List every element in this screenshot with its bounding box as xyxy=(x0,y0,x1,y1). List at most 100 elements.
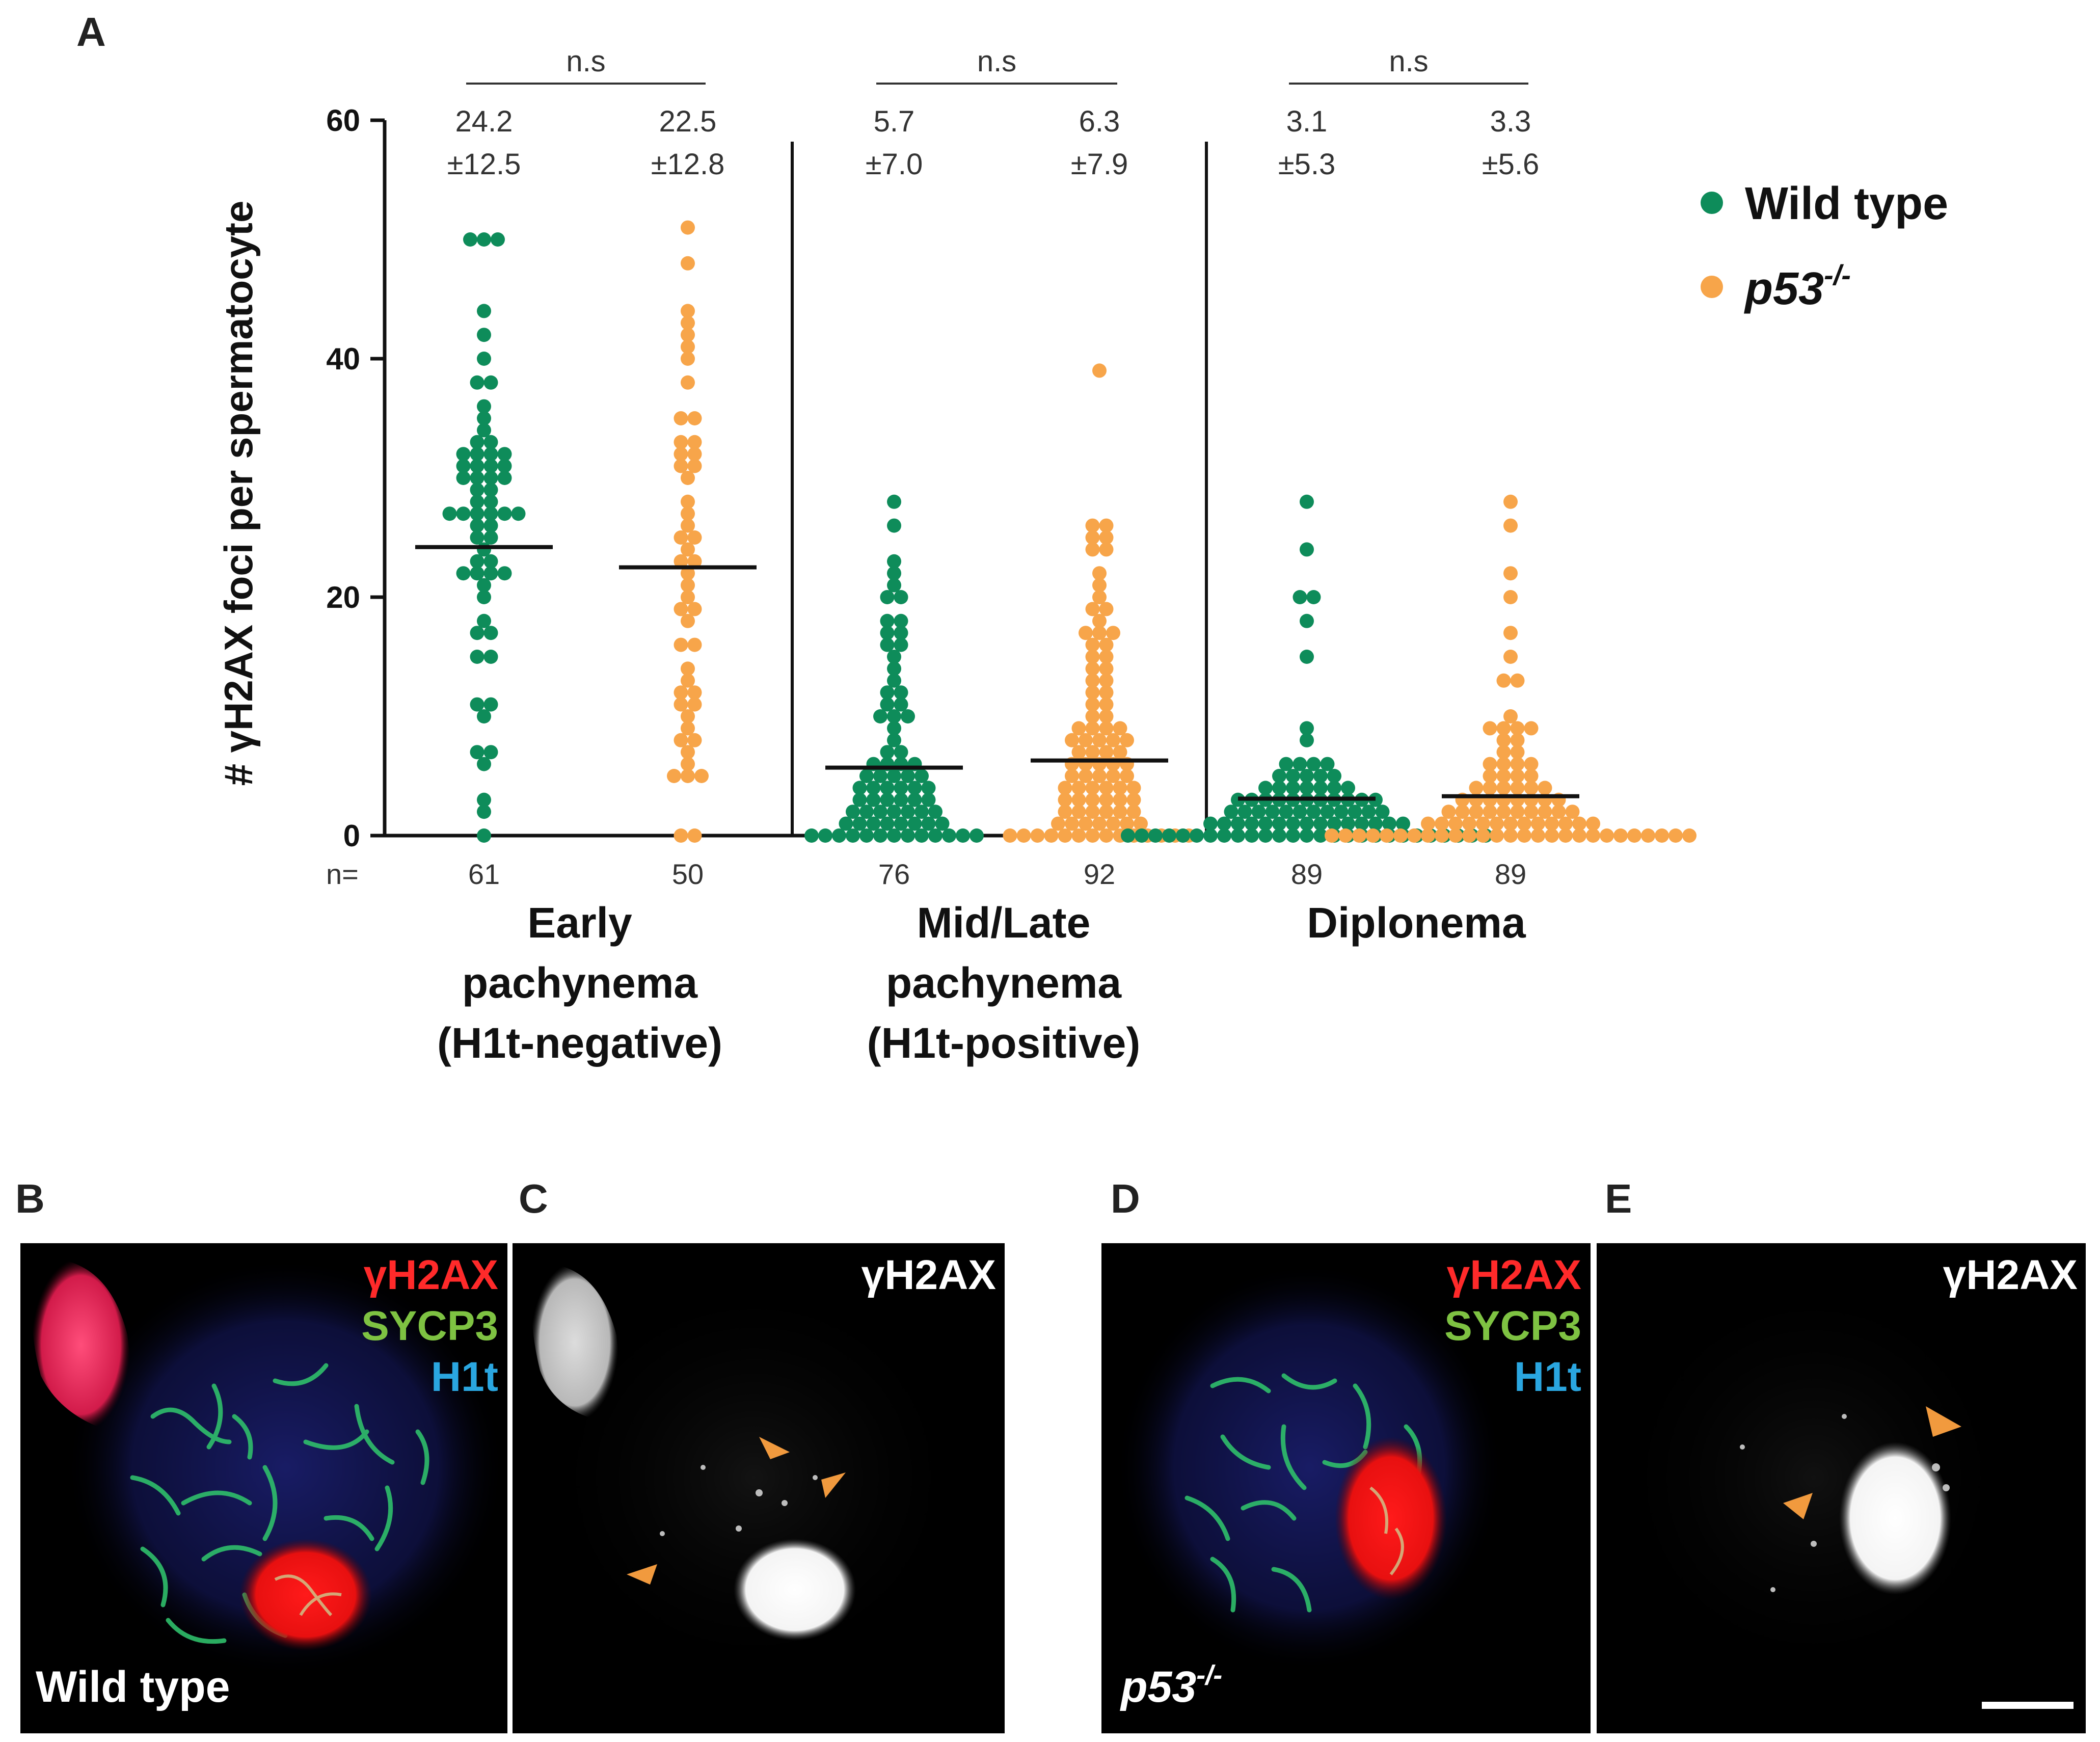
data-point xyxy=(1190,828,1204,843)
data-point xyxy=(463,232,477,247)
data-point xyxy=(1099,709,1114,723)
data-point xyxy=(1655,828,1669,843)
data-point xyxy=(1490,816,1504,831)
data-point xyxy=(1099,697,1114,712)
data-point xyxy=(477,423,491,438)
data-point xyxy=(477,828,491,843)
data-point xyxy=(1245,816,1259,831)
data-point xyxy=(470,483,484,497)
data-point xyxy=(1586,816,1600,831)
data-point xyxy=(1531,828,1545,843)
mean-value-label: 22.5 xyxy=(659,105,717,138)
data-point xyxy=(942,828,956,843)
data-point xyxy=(1258,781,1273,795)
data-point xyxy=(1327,816,1341,831)
sd-value-label: ±5.3 xyxy=(1278,148,1335,181)
data-point xyxy=(880,685,895,700)
data-point xyxy=(907,792,922,807)
data-point xyxy=(1300,494,1314,509)
data-point xyxy=(1300,781,1314,795)
data-point xyxy=(681,315,695,330)
data-point xyxy=(1106,626,1120,640)
data-point xyxy=(873,769,887,783)
data-point xyxy=(442,506,457,521)
data-point xyxy=(1003,828,1017,843)
data-point xyxy=(456,459,471,473)
data-point xyxy=(1237,805,1252,819)
data-point xyxy=(491,232,505,247)
data-point xyxy=(1503,626,1518,640)
data-point xyxy=(1231,828,1245,843)
data-point xyxy=(477,411,491,425)
data-point xyxy=(859,828,874,843)
data-point xyxy=(1341,781,1355,795)
data-point xyxy=(687,602,702,617)
significance-label: n.s xyxy=(566,45,605,78)
data-point xyxy=(1272,828,1286,843)
data-point xyxy=(1510,781,1525,795)
data-point xyxy=(1065,816,1079,831)
data-point xyxy=(1085,602,1100,617)
data-point xyxy=(1044,828,1059,843)
data-point xyxy=(1079,769,1093,783)
data-point xyxy=(674,733,688,747)
data-point xyxy=(1030,828,1045,843)
data-point xyxy=(1099,828,1114,843)
data-point xyxy=(859,769,874,783)
data-point xyxy=(921,792,936,807)
data-point xyxy=(1099,721,1114,736)
data-point xyxy=(477,232,491,247)
data-point xyxy=(1272,769,1286,783)
mean-value-label: 3.3 xyxy=(1490,105,1531,138)
data-point xyxy=(1265,805,1280,819)
data-point xyxy=(1300,650,1314,664)
data-point xyxy=(1099,745,1114,760)
data-point xyxy=(1126,792,1141,807)
data-point xyxy=(674,554,688,569)
data-point xyxy=(887,566,901,581)
data-point xyxy=(483,494,498,509)
data-point xyxy=(477,590,491,604)
data-point xyxy=(1361,805,1376,819)
data-point xyxy=(1375,805,1390,819)
n-count-label: 61 xyxy=(468,858,500,890)
data-point xyxy=(1148,828,1163,843)
data-point xyxy=(1503,518,1518,533)
data-point xyxy=(928,805,943,819)
data-point xyxy=(1113,745,1127,760)
data-point xyxy=(1085,661,1100,676)
data-point xyxy=(894,685,908,700)
data-point xyxy=(1396,816,1410,831)
dot-plot: 0 20 40 60 # γH2AX foci per spermatocyte n= n.… xyxy=(216,45,1697,1067)
data-point xyxy=(1251,805,1266,819)
data-point xyxy=(887,721,901,736)
data-point xyxy=(470,435,484,449)
legend-marker-p53 xyxy=(1701,276,1723,298)
data-point xyxy=(470,518,484,533)
data-point xyxy=(1435,816,1449,831)
data-point xyxy=(1272,781,1286,795)
micrograph-c xyxy=(513,1243,1005,1733)
mean-value-label: 24.2 xyxy=(455,105,513,138)
data-point xyxy=(1325,828,1339,843)
data-point xyxy=(859,805,874,819)
data-point xyxy=(1071,781,1086,795)
data-point xyxy=(687,530,702,545)
data-point xyxy=(681,328,695,342)
data-point xyxy=(483,697,498,712)
data-point xyxy=(956,828,970,843)
data-point xyxy=(1279,805,1294,819)
data-point xyxy=(1490,828,1504,843)
data-point xyxy=(483,459,498,473)
data-point xyxy=(1510,745,1525,760)
data-point xyxy=(1071,792,1086,807)
data-point xyxy=(1279,757,1294,771)
data-point xyxy=(477,328,491,342)
data-point xyxy=(1407,828,1421,843)
data-point xyxy=(1085,721,1100,736)
sd-value-label: ±12.5 xyxy=(447,148,521,181)
data-point xyxy=(1245,828,1259,843)
caption-d: p53-/- xyxy=(1120,1660,1222,1711)
y-tick-label: 60 xyxy=(326,103,360,138)
data-point xyxy=(681,721,695,736)
